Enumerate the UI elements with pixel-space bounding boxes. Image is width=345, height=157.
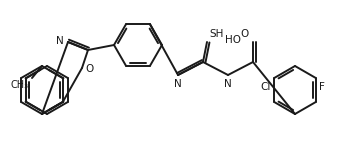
Text: O: O [85,64,93,74]
Text: SH: SH [209,29,223,39]
Text: N: N [56,36,64,46]
Text: HO: HO [225,35,241,45]
Text: CH₃: CH₃ [11,80,29,90]
Text: O: O [241,29,249,39]
Text: Cl: Cl [261,82,271,92]
Text: F: F [319,82,325,92]
Text: N: N [174,79,182,89]
Text: N: N [224,79,232,89]
